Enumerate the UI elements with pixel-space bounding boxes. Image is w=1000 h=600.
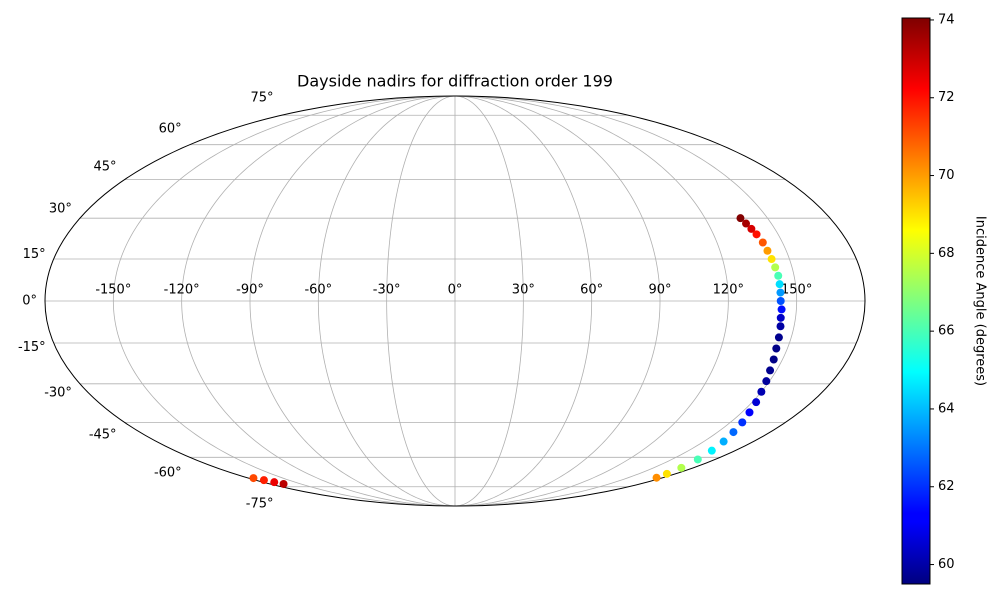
grid [45, 95, 865, 507]
x-tick-label: 30° [512, 283, 535, 298]
point [776, 297, 785, 305]
point [752, 230, 761, 239]
colorbar-ticks: 60 62 64 66 68 70 72 74 [930, 12, 955, 572]
x-tick-label: 0° [448, 283, 463, 298]
point [719, 437, 728, 446]
y-tick-label: -15° [18, 340, 46, 355]
point [747, 224, 756, 233]
point [757, 387, 766, 396]
y-tick-label: -30° [44, 385, 72, 400]
points [249, 214, 786, 488]
y-tick-label: -45° [89, 428, 117, 443]
x-tick-label: -150° [95, 283, 131, 298]
x-tick-label: -60° [304, 283, 332, 298]
x-tick-label: 120° [713, 283, 744, 298]
y-tick-label: 60° [159, 122, 182, 137]
colorbar-tick-label: 62 [938, 479, 955, 494]
x-tick-label: 90° [648, 283, 671, 298]
point [279, 479, 288, 488]
point [771, 263, 780, 272]
point [752, 398, 761, 407]
point [249, 474, 258, 483]
point [729, 428, 738, 437]
point [707, 446, 716, 455]
x-tick-label: 150° [781, 283, 812, 298]
colorbar-label: Incidence Angle (degrees) [973, 216, 988, 386]
point [769, 355, 778, 364]
colorbar-tick-label: 60 [938, 557, 955, 572]
colorbar [901, 17, 931, 585]
x-tick-label: -30° [373, 283, 401, 298]
chart-title: Dayside nadirs for diffraction order 199 [297, 72, 613, 91]
point [767, 255, 776, 264]
point [742, 219, 751, 228]
point [772, 344, 781, 353]
point [766, 366, 775, 375]
y-tick-label: 0° [22, 294, 37, 309]
y-tick-label: 30° [49, 202, 72, 217]
y-tick-label: 15° [23, 247, 46, 262]
point [776, 288, 785, 297]
x-tick-label: -120° [164, 283, 200, 298]
point [775, 280, 784, 289]
point [763, 246, 772, 255]
tick-labels: -150° -120° -90° -60° -30° 0° 30° 60° 90° 120° 150… [18, 90, 812, 511]
colorbar-tick-label: 64 [938, 401, 955, 416]
point [259, 476, 268, 485]
y-tick-label: -75° [246, 497, 274, 512]
y-tick-label: -60° [154, 465, 182, 480]
point [693, 455, 702, 464]
point [677, 463, 686, 472]
point [774, 333, 783, 342]
point [270, 478, 279, 487]
x-tick-label: -90° [236, 283, 264, 298]
point [745, 408, 754, 417]
colorbar-tick-label: 70 [938, 168, 955, 183]
y-tick-label: 75° [250, 90, 273, 105]
point [662, 469, 671, 478]
point [736, 214, 745, 223]
point [776, 322, 785, 331]
colorbar-tick-label: 72 [938, 90, 955, 105]
point [738, 418, 747, 427]
y-tick-label: 45° [94, 159, 117, 174]
colorbar-tick-label: 74 [938, 12, 955, 27]
point [652, 473, 661, 482]
colorbar-tick-label: 66 [938, 324, 955, 339]
colorbar-tick-label: 68 [938, 246, 955, 261]
point [777, 305, 786, 314]
x-tick-label: 60° [580, 283, 603, 298]
point [774, 271, 783, 280]
point [758, 238, 767, 247]
point [776, 313, 785, 322]
map-frame [44, 95, 866, 507]
point [762, 377, 771, 386]
